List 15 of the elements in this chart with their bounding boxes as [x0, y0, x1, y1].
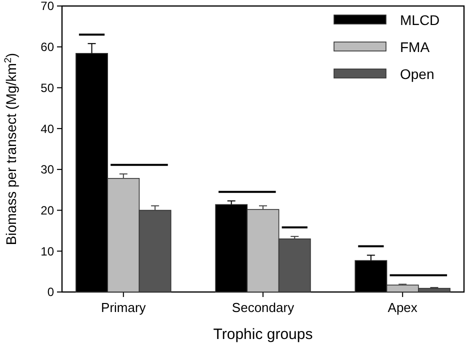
y-tick-label: 10: [40, 244, 54, 258]
y-tick-label: 70: [40, 0, 54, 14]
y-tick-label: 30: [40, 162, 54, 177]
y-tick-label: 20: [40, 203, 54, 218]
x-tick-label: Primary: [101, 300, 146, 315]
y-tick-label: 0: [47, 285, 54, 300]
y-tick-label: 60: [40, 40, 54, 54]
legend-label: FMA: [400, 38, 430, 55]
x-axis-title: Trophic groups: [213, 326, 313, 343]
x-tick-label: Secondary: [232, 300, 295, 315]
y-tick-label: 50: [40, 80, 54, 95]
legend-label: MLCD: [400, 12, 440, 28]
y-tick-label: 40: [40, 122, 54, 136]
legend-label: Open: [400, 66, 434, 82]
x-tick-label: Apex: [388, 300, 418, 315]
